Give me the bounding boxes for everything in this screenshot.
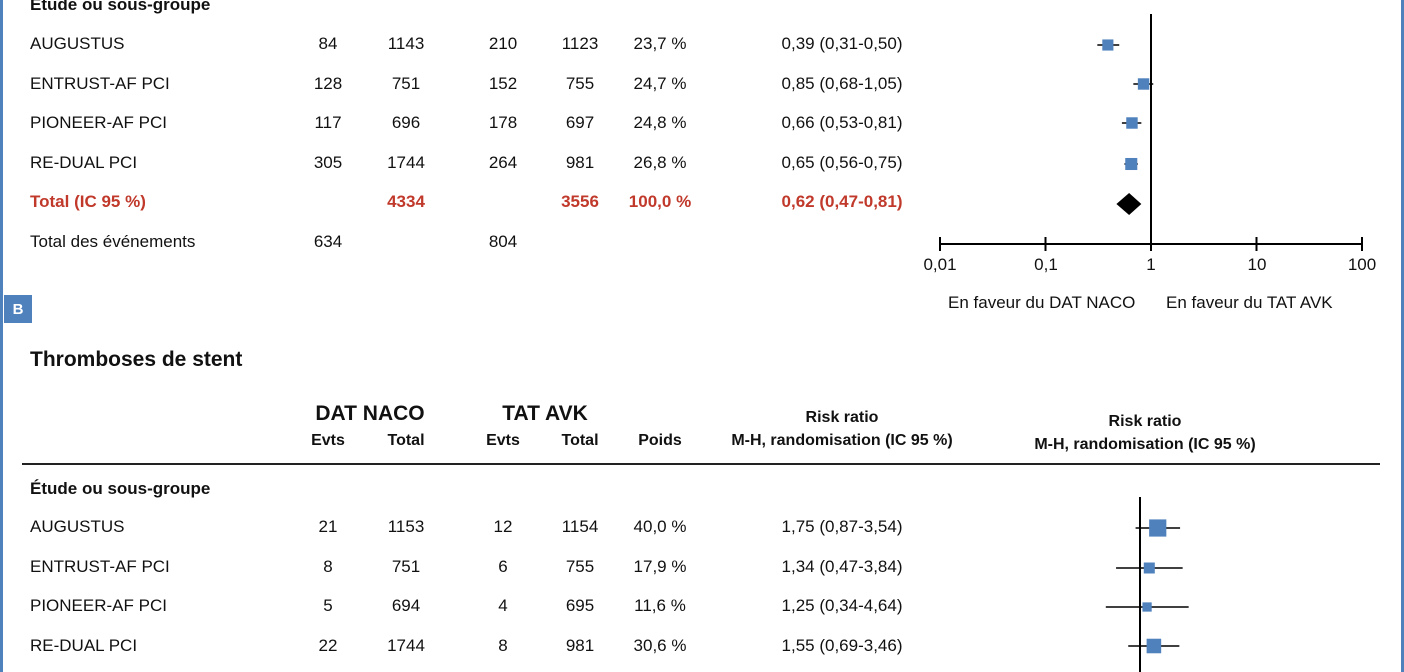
point-estimate-marker bbox=[1102, 39, 1114, 51]
total-1: 751 bbox=[391, 557, 421, 576]
weight-header: Poids bbox=[638, 432, 682, 449]
events-1: 128 bbox=[313, 74, 343, 93]
axis-tick-label: 0,1 bbox=[1034, 255, 1058, 274]
study-name: AUGUSTUS bbox=[30, 517, 125, 536]
events-1: 84 bbox=[318, 34, 338, 53]
weight-value: 11,6 % bbox=[634, 596, 686, 615]
axis-tick-label: 0,01 bbox=[923, 255, 957, 274]
plot-header-sub: M-H, randomisation (IC 95 %) bbox=[1034, 436, 1256, 453]
weight-value: 23,7 % bbox=[633, 34, 687, 53]
plot-header-title: Risk ratio bbox=[1108, 413, 1182, 430]
total-1: 1143 bbox=[387, 34, 425, 53]
study-name: ENTRUST-AF PCI bbox=[30, 74, 170, 93]
group1-total-header: Total bbox=[387, 432, 425, 449]
events-1: 22 bbox=[318, 636, 338, 655]
axis-tick-label: 10 bbox=[1247, 255, 1267, 274]
risk-ratio-value: 0,65 (0,56-0,75) bbox=[781, 153, 903, 172]
group2-evts-header: Evts bbox=[486, 432, 520, 449]
events-2: 6 bbox=[498, 557, 508, 576]
favours-right-label: En faveur du TAT AVK bbox=[1166, 293, 1333, 312]
axis-tick-label: 100 bbox=[1347, 255, 1377, 274]
total-1: 751 bbox=[391, 74, 421, 93]
events-1: 5 bbox=[323, 596, 333, 615]
panel-b-subgroup-heading: Étude ou sous-groupe bbox=[30, 479, 211, 498]
study-name: ENTRUST-AF PCI bbox=[30, 557, 170, 576]
header-rule bbox=[22, 463, 1380, 465]
axis-tick-label: 1 bbox=[1146, 255, 1156, 274]
point-estimate-marker bbox=[1126, 117, 1138, 129]
events-total-1: 634 bbox=[313, 232, 343, 251]
total-2: 695 bbox=[565, 596, 595, 615]
group2-header: TAT AVK bbox=[502, 402, 588, 425]
point-estimate-marker bbox=[1137, 78, 1150, 90]
total-2: 755 bbox=[565, 557, 595, 576]
group1-evts-header: Evts bbox=[311, 432, 345, 449]
point-estimate-marker bbox=[1149, 519, 1167, 537]
events-1: 21 bbox=[318, 517, 338, 536]
events-total-2: 804 bbox=[488, 232, 518, 251]
weight-value: 30,6 % bbox=[633, 636, 687, 655]
risk-ratio-value: 1,25 (0,34-4,64) bbox=[781, 596, 903, 615]
point-estimate-marker bbox=[1142, 602, 1152, 612]
study-name: PIONEER-AF PCI bbox=[30, 113, 167, 132]
risk-ratio-value: 0,85 (0,68-1,05) bbox=[781, 74, 903, 93]
events-2: 152 bbox=[488, 74, 518, 93]
group1-header: DAT NACO bbox=[315, 402, 425, 425]
total-1: 1153 bbox=[387, 517, 425, 536]
total-2-sum: 3556 bbox=[561, 192, 599, 211]
point-estimate-marker bbox=[1125, 157, 1138, 171]
study-name: AUGUSTUS bbox=[30, 34, 125, 53]
events-2: 178 bbox=[488, 113, 518, 132]
weight-value: 24,7 % bbox=[633, 74, 687, 93]
point-estimate-marker bbox=[1143, 562, 1155, 574]
total-2: 981 bbox=[565, 636, 595, 655]
risk-ratio-value: 1,55 (0,69-3,46) bbox=[781, 636, 903, 655]
events-1: 8 bbox=[323, 557, 333, 576]
weight-value: 40,0 % bbox=[633, 517, 687, 536]
study-name: PIONEER-AF PCI bbox=[30, 596, 167, 615]
risk-ratio-value: 0,66 (0,53-0,81) bbox=[781, 113, 903, 132]
total-1: 696 bbox=[391, 113, 421, 132]
pooled-estimate-diamond bbox=[1116, 193, 1142, 215]
total-label: Total (IC 95 %) bbox=[30, 192, 146, 211]
weight-value: 24,8 % bbox=[633, 113, 687, 132]
total-2: 755 bbox=[565, 74, 595, 93]
point-estimate-marker bbox=[1146, 638, 1162, 654]
panel-a-subgroup-heading: Étude ou sous-groupe bbox=[30, 0, 211, 14]
total-1-sum: 4334 bbox=[387, 192, 425, 211]
events-1: 117 bbox=[314, 113, 342, 132]
events-2: 8 bbox=[498, 636, 508, 655]
risk-ratio-value: 1,34 (0,47-3,84) bbox=[781, 557, 903, 576]
panel-b-badge: B bbox=[4, 295, 32, 323]
events-2: 12 bbox=[493, 517, 513, 536]
events-1: 305 bbox=[313, 153, 343, 172]
total-risk-ratio: 0,62 (0,47-0,81) bbox=[781, 192, 903, 211]
rr-header-sub: M-H, randomisation (IC 95 %) bbox=[731, 432, 953, 449]
study-name: RE-DUAL PCI bbox=[30, 636, 138, 655]
risk-ratio-value: 0,39 (0,31-0,50) bbox=[781, 34, 903, 53]
favours-left-label: En faveur du DAT NACO bbox=[948, 293, 1136, 312]
panel-b-title: Thromboses de stent bbox=[30, 348, 243, 371]
total-weight: 100,0 % bbox=[628, 192, 692, 211]
total-2: 697 bbox=[565, 113, 595, 132]
group2-total-header: Total bbox=[561, 432, 599, 449]
total-2: 1123 bbox=[561, 34, 599, 53]
events-2: 4 bbox=[498, 596, 508, 615]
frame-right-border bbox=[1401, 0, 1404, 672]
risk-ratio-value: 1,75 (0,87-3,54) bbox=[781, 517, 903, 536]
events-total-label: Total des événements bbox=[30, 232, 196, 251]
study-name: RE-DUAL PCI bbox=[30, 153, 138, 172]
rr-header-title: Risk ratio bbox=[805, 409, 879, 426]
total-1: 1744 bbox=[387, 153, 425, 172]
total-2: 981 bbox=[565, 153, 595, 172]
frame-left-border bbox=[0, 0, 3, 672]
total-2: 1154 bbox=[561, 517, 599, 536]
weight-value: 17,9 % bbox=[633, 557, 687, 576]
events-2: 210 bbox=[488, 34, 518, 53]
weight-value: 26,8 % bbox=[633, 153, 687, 172]
total-1: 1744 bbox=[387, 636, 425, 655]
events-2: 264 bbox=[488, 153, 518, 172]
total-1: 694 bbox=[391, 596, 421, 615]
